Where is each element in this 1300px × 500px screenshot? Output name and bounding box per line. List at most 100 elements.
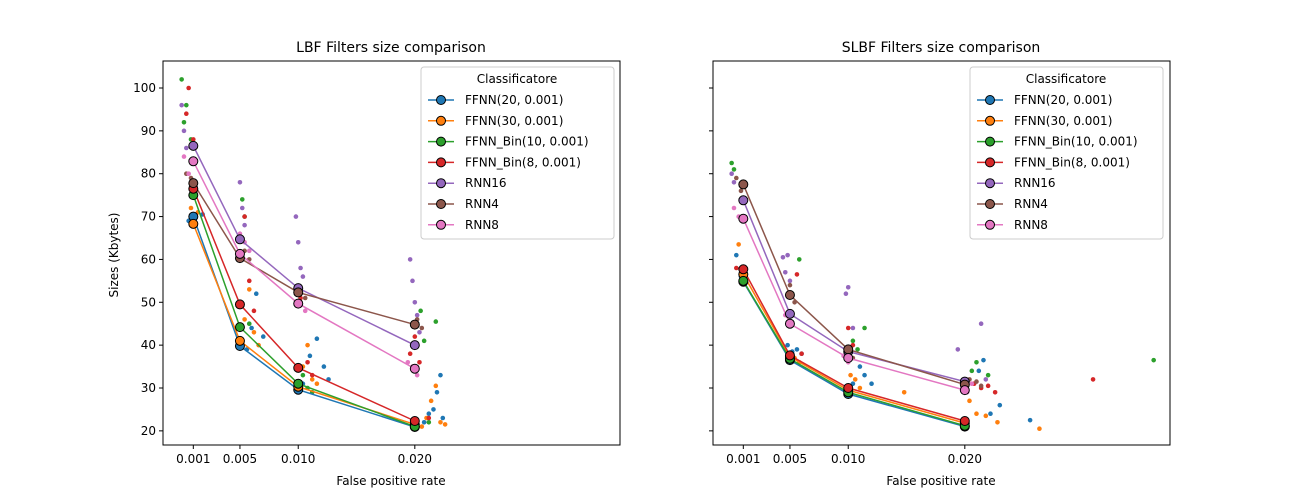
lbf-scatter-point <box>412 299 418 305</box>
slbf-xlabel: False positive rate <box>886 474 995 488</box>
lbf-scatter-point <box>295 239 301 245</box>
lbf-series-marker <box>293 287 304 298</box>
slbf-legend-marker <box>985 115 995 126</box>
slbf-scatter-point <box>731 179 737 185</box>
lbf-scatter-point <box>305 359 310 365</box>
lbf-ytick-label: 90 <box>141 124 156 138</box>
lbf-scatter-point <box>186 85 191 91</box>
lbf-scatter-point <box>426 419 432 425</box>
slbf-scatter-point <box>1037 426 1042 432</box>
slbf-legend-marker <box>985 178 995 189</box>
slbf-scatter-point <box>978 321 984 327</box>
lbf-legend-marker <box>436 199 446 209</box>
lbf-legend-label: RNN4 <box>465 197 499 211</box>
lbf-xtick-label: 0.010 <box>281 452 315 466</box>
lbf-scatter-point <box>239 205 245 211</box>
lbf-scatter-point <box>181 154 187 159</box>
slbf-legend-box <box>969 66 1164 240</box>
lbf-legend-marker <box>436 136 446 147</box>
slbf-scatter-point <box>782 269 788 275</box>
lbf-scatter-point <box>246 287 252 292</box>
slbf-scatter-point <box>997 402 1003 408</box>
slbf-scatter-point <box>848 372 853 378</box>
slbf-scatter-point <box>862 325 867 331</box>
slbf-scatter-point <box>845 284 851 290</box>
lbf-scatter-point <box>237 179 243 185</box>
lbf-scatter-point <box>407 351 413 357</box>
lbf-scatter-point <box>433 383 439 389</box>
slbf-series-marker <box>784 290 795 300</box>
lbf-legend-label: RNN8 <box>465 218 499 232</box>
slbf-scatter-point <box>995 419 1000 425</box>
lbf-ytick-label: 60 <box>141 252 156 266</box>
lbf-scatter-point <box>414 372 420 378</box>
slbf-scatter-point <box>974 379 979 384</box>
slbf-scatter-point <box>988 411 993 417</box>
slbf-scatter-point <box>992 389 998 395</box>
lbf-scatter-point <box>419 325 425 331</box>
lbf-scatter-point <box>431 407 436 412</box>
lbf-legend-title: Classificatore <box>477 72 558 86</box>
lbf-scatter-point <box>300 274 306 279</box>
lbf-scatter-point <box>417 359 422 365</box>
lbf-series-marker <box>409 416 420 426</box>
slbf-scatter-point <box>785 252 790 258</box>
lbf-scatter-point <box>246 321 252 327</box>
lbf-scatter-point <box>249 325 254 331</box>
lbf-scatter-point <box>184 111 189 117</box>
slbf-axes-frame <box>712 60 1171 446</box>
lbf-legend: Classificatore FFNN(20, 0.001) FFNN(30, 0… <box>420 66 615 240</box>
slbf-scatter-point <box>855 347 860 352</box>
lbf-series-marker <box>293 378 304 389</box>
lbf-ytick-label: 50 <box>141 295 156 309</box>
slbf-legend-marker <box>985 136 995 147</box>
lbf-scatter-point <box>305 342 310 348</box>
slbf-scatter-point <box>731 205 737 211</box>
slbf-scatter-point <box>974 359 979 365</box>
lbf-ytick-label: 30 <box>141 381 156 395</box>
lbf-scatter-point <box>434 389 440 395</box>
lbf-series-marker <box>409 340 420 351</box>
lbf-scatter-point <box>191 137 196 142</box>
slbf-xtick-label: 0.005 <box>773 452 807 466</box>
slbf-scatter-point <box>729 171 734 177</box>
lbf-ytick-label: 40 <box>141 338 156 352</box>
slbf-series-marker <box>738 264 749 275</box>
slbf-scatter-point <box>794 272 800 277</box>
lbf-scatter-point <box>251 329 257 335</box>
lbf-scatter-point <box>246 278 252 284</box>
lbf-series-marker <box>293 298 304 309</box>
lbf-series-marker <box>293 362 304 373</box>
slbf-scatter-point <box>734 252 739 258</box>
slbf-legend-label: RNN8 <box>1014 218 1048 232</box>
slbf-scatter-point <box>738 188 744 194</box>
slbf-series-marker <box>843 383 854 393</box>
slbf-scatter-point <box>955 347 961 352</box>
lbf-series-marker <box>234 299 245 310</box>
slbf-legend-marker <box>985 199 995 209</box>
lbf-axes-frame <box>162 60 621 446</box>
lbf-series-marker <box>188 156 199 167</box>
lbf-legend-label: FFNN(30, 0.001) <box>465 114 563 128</box>
lbf-series-line <box>192 188 416 422</box>
slbf-scatter-point <box>978 383 984 389</box>
lbf-legend-marker <box>436 95 446 105</box>
slbf-legend-items: FFNN(20, 0.001) FFNN(30, 0.001) FFNN_Bin(1… <box>977 93 1138 232</box>
lbf-scatter-point <box>309 377 315 382</box>
slbf-legend-marker <box>985 219 995 230</box>
lbf-scatter-point <box>246 248 252 254</box>
lbf-series-line <box>192 145 416 346</box>
lbf-scatter-point <box>242 222 247 228</box>
slbf-series-line <box>742 184 966 386</box>
lbf-series-marker <box>409 319 420 330</box>
slbf-legend-label: RNN4 <box>1014 197 1048 211</box>
lbf-scatter-point <box>421 419 427 425</box>
lbf-scatter-point <box>253 291 259 297</box>
slbf-title: SLBF Filters size comparison <box>842 40 1041 56</box>
slbf-scatter-point <box>857 385 863 391</box>
lbf-series-marker <box>188 218 199 229</box>
lbf-scatter-point <box>314 336 320 342</box>
lbf-scatter-point <box>251 308 257 314</box>
lbf-ytick-label: 100 <box>133 81 156 95</box>
slbf-legend-label: FFNN_Bin(10, 0.001) <box>1014 135 1138 149</box>
